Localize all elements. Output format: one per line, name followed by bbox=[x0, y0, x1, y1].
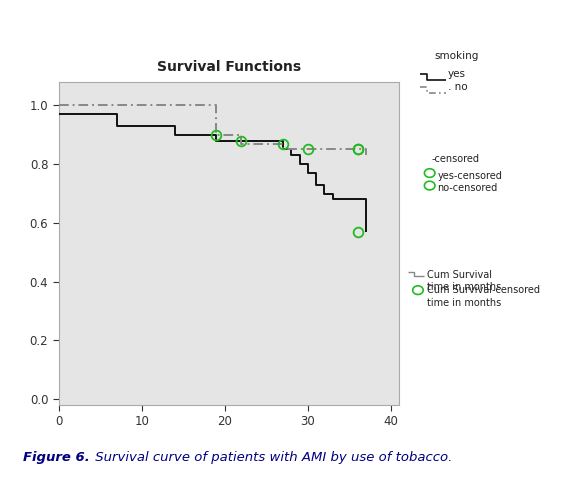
Text: -censored: -censored bbox=[431, 154, 480, 164]
Text: yes-censored: yes-censored bbox=[437, 171, 502, 181]
Title: Survival Functions: Survival Functions bbox=[157, 60, 301, 74]
Text: Survival curve of patients with AMI by use of tobacco.: Survival curve of patients with AMI by u… bbox=[91, 451, 453, 464]
Text: smoking: smoking bbox=[434, 51, 479, 61]
Text: . no: . no bbox=[448, 82, 467, 92]
Text: no-censored: no-censored bbox=[437, 183, 498, 193]
Text: Cum Survival-censored
time in months: Cum Survival-censored time in months bbox=[427, 285, 540, 308]
Text: Figure 6.: Figure 6. bbox=[23, 451, 90, 464]
Text: yes: yes bbox=[448, 69, 466, 79]
Text: Cum Survival
time in months: Cum Survival time in months bbox=[427, 270, 501, 292]
